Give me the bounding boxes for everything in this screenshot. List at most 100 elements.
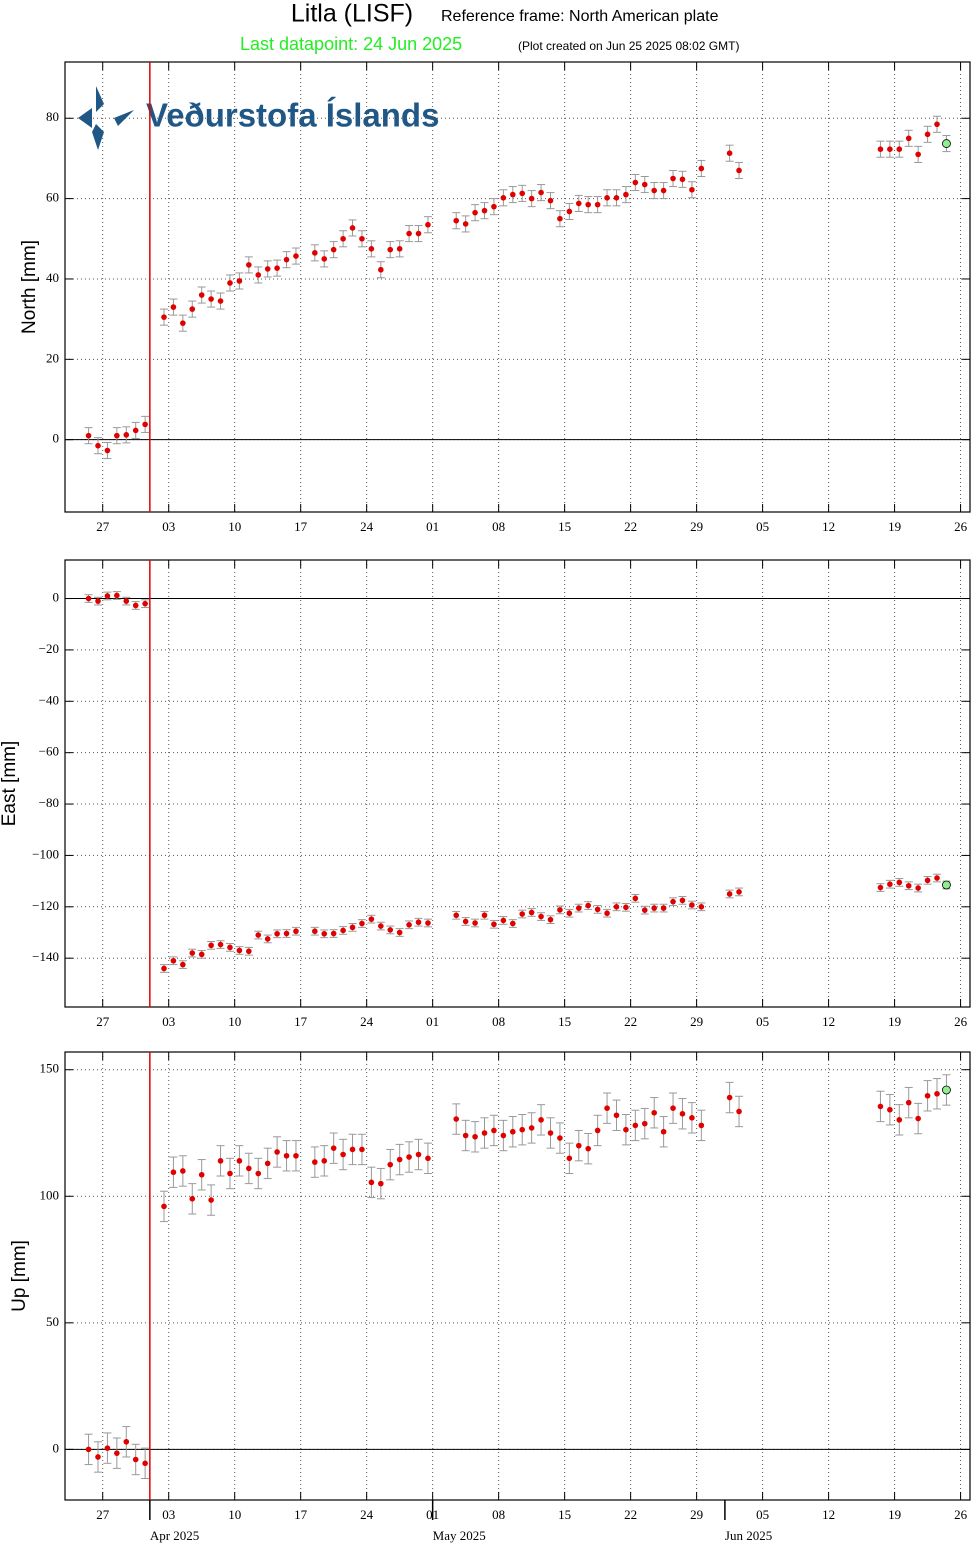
data-point [557, 1135, 563, 1141]
data-point [340, 235, 346, 242]
data-point [349, 225, 356, 231]
x-tick-label: 05 [756, 519, 769, 534]
data-point [340, 927, 346, 934]
data-point [453, 217, 460, 224]
data-point [689, 902, 695, 908]
y-tick-label: 100 [40, 1187, 60, 1202]
data-point [481, 207, 488, 214]
data-point [934, 121, 940, 128]
data-point [359, 1146, 365, 1153]
x-tick-label: 26 [954, 519, 968, 534]
data-point [481, 1130, 488, 1136]
data-point [547, 1130, 554, 1136]
data-point [85, 1446, 92, 1453]
data-point [368, 916, 375, 922]
data-point [538, 913, 544, 920]
data-point [924, 131, 931, 138]
data-point [415, 1151, 422, 1158]
data-point [613, 1112, 620, 1119]
x-tick-label: 29 [690, 1014, 703, 1029]
data-point [896, 879, 903, 886]
data-point [462, 918, 469, 925]
data-point [85, 432, 92, 439]
data-point [915, 151, 921, 158]
data-point [217, 298, 224, 304]
x-tick-label: 17 [294, 519, 308, 534]
data-point [227, 944, 233, 951]
data-point [189, 1196, 196, 1202]
x-tick-label: 22 [624, 519, 637, 534]
data-point [114, 432, 120, 439]
data-point [236, 947, 243, 954]
data-point [679, 897, 686, 904]
data-point [114, 592, 120, 599]
plot-frame [64, 1051, 971, 1501]
data-point [283, 930, 290, 937]
data-point [293, 1152, 299, 1159]
data-point [585, 902, 592, 909]
data-point [406, 921, 412, 928]
data-point [396, 929, 403, 936]
data-point [246, 262, 252, 268]
data-point [651, 1109, 657, 1116]
data-point [368, 1179, 375, 1186]
chart-subtitle: Reference frame: North American plate [441, 8, 719, 25]
logo-text: Veðurstofa Íslands [146, 97, 439, 134]
data-point [104, 1445, 111, 1451]
y-tick-label: 60 [46, 190, 59, 205]
y-tick-label: 80 [46, 109, 59, 124]
data-point [905, 135, 912, 142]
data-point [104, 593, 111, 599]
data-point [95, 442, 101, 449]
data-point [283, 256, 290, 263]
data-point [462, 1132, 469, 1139]
data-point [679, 1110, 686, 1117]
data-point [594, 1127, 601, 1134]
data-point [123, 1438, 130, 1445]
data-point [123, 598, 130, 604]
data-point [264, 266, 271, 272]
data-point [198, 951, 205, 958]
data-point [349, 924, 356, 931]
y-tick-label: −40 [39, 692, 59, 707]
data-point [689, 186, 695, 193]
data-point [312, 1159, 318, 1165]
data-point [896, 1117, 903, 1123]
data-point [500, 917, 507, 924]
x-tick-label: 26 [954, 1014, 968, 1029]
data-point [594, 201, 601, 208]
data-point [585, 1145, 592, 1152]
data-point [425, 221, 431, 228]
data-point [566, 208, 573, 215]
data-point [170, 1169, 177, 1176]
data-point [472, 209, 478, 216]
data-point [575, 200, 582, 207]
data-point [670, 1105, 676, 1111]
data-point [453, 1116, 460, 1122]
data-point [915, 1115, 921, 1122]
data-point [396, 246, 403, 252]
data-point [312, 250, 318, 256]
data-point [236, 278, 243, 284]
x-tick-label: 08 [492, 519, 505, 534]
data-point [359, 920, 365, 927]
x-tick-label: 26 [954, 1507, 968, 1522]
data-point [887, 146, 893, 152]
data-point [180, 961, 186, 968]
x-tick-label: 03 [162, 1507, 175, 1522]
y-axis-label: East [mm] [0, 741, 20, 827]
data-point [500, 195, 507, 201]
data-point [934, 875, 940, 881]
data-point [330, 246, 337, 253]
last-datapoint: Last datapoint: 24 Jun 2025 [240, 34, 462, 54]
data-point [509, 191, 516, 198]
data-point [132, 602, 139, 609]
data-point [934, 1090, 940, 1097]
x-tick-label: 10 [228, 519, 241, 534]
data-point [359, 235, 365, 242]
data-point [349, 1146, 356, 1153]
data-point [198, 292, 205, 298]
data-point [491, 1127, 497, 1134]
data-point [330, 930, 337, 937]
data-point [566, 910, 573, 917]
